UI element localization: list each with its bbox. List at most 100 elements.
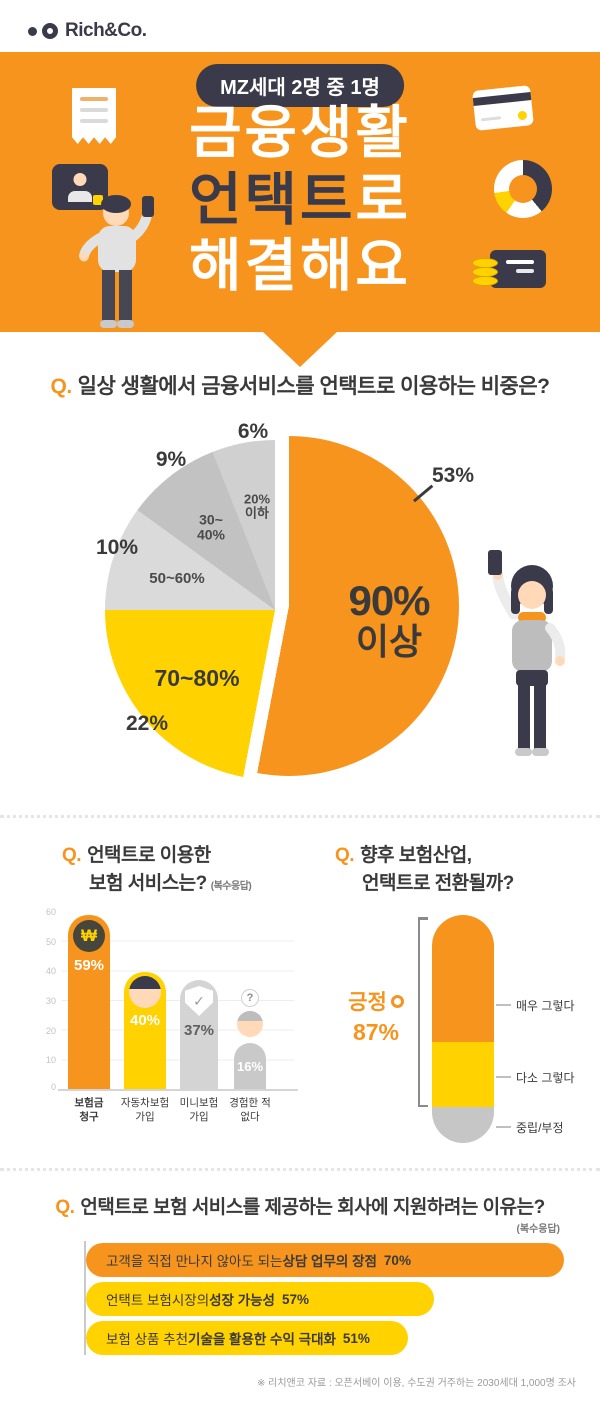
video-call-icon <box>52 164 108 210</box>
hero-title-line2-tail: 로 <box>355 167 411 232</box>
capsule-tick <box>496 1004 511 1006</box>
pie-label-3040: 30~ 40% <box>196 511 226 542</box>
x-label-car: 자동차보험 가입 <box>120 1097 170 1123</box>
q2-left-note: (복수응답) <box>210 880 252 892</box>
positive-label: 긍정 <box>348 991 387 1014</box>
money-tablet-icon <box>472 236 546 288</box>
pie-label-5060: 50~60% <box>149 570 205 588</box>
credit-card-line <box>480 116 502 122</box>
capsule-segment-somewhat <box>432 1042 494 1107</box>
bar-chart-plot: ₩ 59% 40% ✓ 37% ? 16% <box>62 912 294 1090</box>
hero-pointer-triangle <box>262 331 338 367</box>
capsule-segment-very <box>432 915 494 1042</box>
pie-chart: 90% 이상 70~80% 50~60% 30~ 40% 20% 이하 53% … <box>96 420 485 788</box>
bar-pct-59: 59% <box>73 957 105 974</box>
pie-share-22: 22% <box>125 712 169 735</box>
hero-badge: MZ세대 2명 중 1명 <box>196 64 404 107</box>
bar-mini-insurance: ✓ 37% <box>180 980 218 1090</box>
credit-card-icon <box>472 85 534 131</box>
q1-q-mark: Q. <box>50 375 72 398</box>
shield-icon: ✓ <box>185 986 213 1016</box>
reason-bar-2: 언택트 보험시장의 성장 가능성 57% <box>86 1282 434 1316</box>
q1-title: Q. 일상 생활에서 금융서비스를 언택트로 이용하는 비중은? <box>0 370 600 400</box>
bar-pct-16: 16% <box>236 1059 264 1074</box>
divider-dotted <box>0 815 600 818</box>
y-tick-10: 10 <box>45 1055 56 1065</box>
bar-pct-37: 37% <box>183 1022 215 1039</box>
pie-share-53: 53% <box>431 464 475 487</box>
q2-left-title: Q. 언택트로 이용한 보험 서비스는? (복수응답) <box>62 845 252 894</box>
positive-bracket <box>418 917 428 1107</box>
capsule-tick <box>496 1126 511 1128</box>
bar-pct-40: 40% <box>129 1012 161 1029</box>
pie-share-9: 9% <box>155 448 187 471</box>
q3-title: Q. 언택트로 보험 서비스를 제공하는 회사에 지원하려는 이유는? <box>0 1192 600 1219</box>
q2-left-q-mark: Q. <box>62 845 82 866</box>
y-tick-50: 50 <box>45 937 56 947</box>
source-note: ※ 리치앤코 자료 : 오픈서베이 이용, 수도권 거주하는 2030세대 1,… <box>257 1378 576 1389</box>
video-call-badge <box>93 195 103 205</box>
video-call-body <box>68 191 92 202</box>
hero-title-line1: 금융생활 <box>189 101 411 165</box>
brand-logo: Rich&Co. <box>28 20 147 42</box>
woman-illustration <box>488 550 566 756</box>
q3-note: (복수응답) <box>516 1224 560 1235</box>
q1-title-text: 일상 생활에서 금융서비스를 언택트로 이용하는 비중은? <box>77 375 550 398</box>
donut-chart-icon <box>494 160 552 218</box>
receipt-icon <box>72 88 116 144</box>
person-face-icon <box>237 1011 263 1037</box>
coin-shape <box>472 258 498 268</box>
q3-title-text: 언택트로 보험 서비스를 제공하는 회사에 지원하려는 이유는? <box>80 1197 545 1218</box>
hero-title-line2: 언택트로 <box>0 167 600 234</box>
q3-q-mark: Q. <box>55 1197 75 1218</box>
circle-o-icon <box>390 994 404 1008</box>
bar-no-experience: ? 16% <box>234 989 266 1090</box>
y-tick-30: 30 <box>45 996 56 1006</box>
pie-label-90plus: 90% 이상 <box>348 577 430 663</box>
coin-shape <box>472 267 498 277</box>
positive-total: 긍정 87% <box>336 986 416 1046</box>
capsule-chart <box>432 915 494 1143</box>
capsule-segment-neutral <box>432 1107 494 1143</box>
hero-title-line2-dark: 언택트 <box>189 167 356 232</box>
q2-right-q-mark: Q. <box>335 845 355 866</box>
question-bubble-icon: ? <box>241 989 259 1007</box>
pie-orange-slice <box>119 436 459 776</box>
credit-card-chip <box>517 110 528 121</box>
bar-insurance-claim: ₩ 59% <box>68 915 110 1090</box>
y-tick-0: 0 <box>50 1082 56 1092</box>
reason-bar-3: 보험 상품 추천 기술을 활용한 수익 극대화 51% <box>86 1321 408 1355</box>
bar-car-insurance: 40% <box>124 972 166 1090</box>
pie-share-10: 10% <box>95 536 139 559</box>
y-tick-20: 20 <box>45 1026 56 1036</box>
x-label-claim: 보험금 청구 <box>74 1097 104 1123</box>
pie-label-20under: 20% 이하 <box>243 491 271 520</box>
x-label-none: 경험한 적 없다 <box>229 1097 271 1123</box>
positive-pct: 87% <box>352 1019 400 1045</box>
video-call-face <box>73 173 87 186</box>
tablet-line <box>506 260 534 264</box>
tablet-line <box>516 269 534 273</box>
y-tick-60: 60 <box>45 907 56 917</box>
x-label-mini: 미니보험 가입 <box>179 1097 219 1123</box>
capsule-label-somewhat: 다소 그렇다 <box>516 1071 575 1085</box>
hero-person-illustration <box>79 195 154 328</box>
driver-face-icon <box>129 976 161 1008</box>
y-tick-40: 40 <box>45 966 56 976</box>
donut-chart-hole <box>509 175 537 203</box>
bar-chart-baseline <box>58 1089 298 1091</box>
q2-right-title: Q. 향후 보험산업, 언택트로 전환될까? <box>335 845 514 894</box>
credit-card-stripe <box>472 92 532 107</box>
q3-axis-line <box>84 1241 86 1355</box>
hero-banner: MZ세대 2명 중 1명 금융생활 언택트로 해결해요 <box>0 52 600 332</box>
brand-name: Rich&Co. <box>65 20 147 41</box>
hero-title: 금융생활 언택트로 해결해요 <box>0 100 600 300</box>
won-coin-icon: ₩ <box>73 920 105 952</box>
pie-share-6: 6% <box>237 420 269 443</box>
logo-dot-icon <box>28 26 37 36</box>
divider-dotted <box>0 1168 600 1171</box>
hero-title-line3: 해결해요 <box>189 234 411 299</box>
coin-shape <box>472 276 498 286</box>
capsule-tick <box>496 1076 511 1078</box>
